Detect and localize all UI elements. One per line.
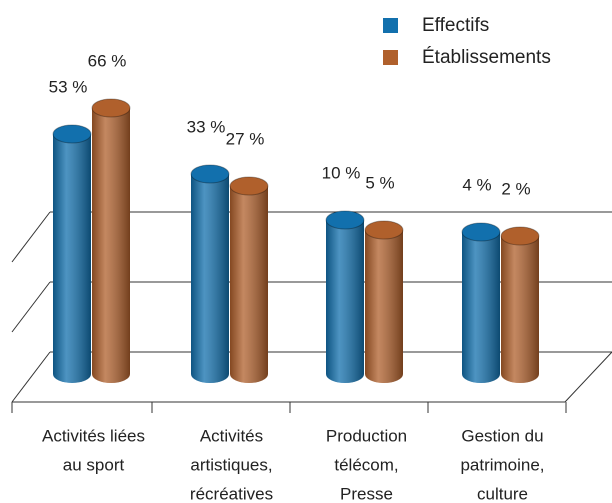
legend-label: Établissements <box>422 47 551 68</box>
floor-edge <box>564 351 612 403</box>
value-label: 66 % <box>88 51 127 70</box>
value-label: 27 % <box>226 129 265 148</box>
bar <box>52 124 92 383</box>
bar <box>91 98 131 383</box>
value-label: 33 % <box>187 117 226 136</box>
grid-depth-line <box>11 281 51 333</box>
bar <box>364 220 404 383</box>
value-label: 10 % <box>322 163 361 182</box>
x-tick-label: artistiques, <box>190 455 272 474</box>
bar <box>229 176 269 383</box>
x-tick-label: récréatives <box>190 484 273 503</box>
legend-label: Effectifs <box>422 15 489 36</box>
value-label: 53 % <box>49 77 88 96</box>
x-tick-label: Gestion du <box>461 426 543 445</box>
x-tick-label: télécom, <box>334 455 398 474</box>
legend-swatch <box>383 18 398 33</box>
x-tick-label: patrimoine, <box>460 455 544 474</box>
bar <box>190 164 230 383</box>
x-tick-label: Presse <box>340 484 393 503</box>
value-label: 4 % <box>462 175 491 194</box>
x-tick-label: Activités liées <box>42 426 145 445</box>
value-label: 2 % <box>501 179 530 198</box>
value-label: 5 % <box>365 173 394 192</box>
x-tick-label: Production <box>326 426 407 445</box>
x-tick-label: culture <box>477 484 528 503</box>
bar <box>325 210 365 383</box>
x-tick-label: Activités <box>200 426 263 445</box>
grid-depth-line <box>11 351 51 403</box>
x-tick-label: au sport <box>63 455 125 474</box>
bar <box>500 226 540 383</box>
grid-depth-line <box>11 211 51 263</box>
legend-swatch <box>383 50 398 65</box>
bar <box>461 222 501 383</box>
